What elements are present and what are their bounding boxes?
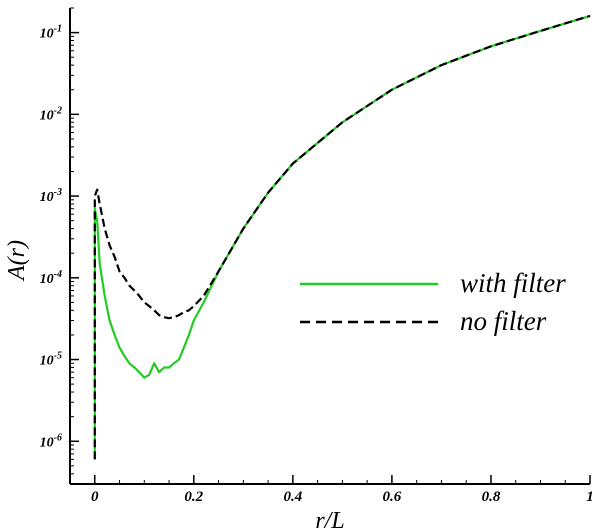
x-tick-label: 0.2 [184, 489, 203, 505]
legend: with filter no filter [300, 268, 566, 336]
x-axis-label: r/L [315, 508, 344, 532]
axes [69, 8, 590, 485]
y-tick-label: 10-1 [40, 24, 62, 42]
x-tick-label: 0 [91, 489, 99, 505]
legend-label: with filter [460, 268, 566, 298]
series-line-no-filter [93, 14, 591, 460]
y-tick-label: 10-6 [40, 432, 62, 450]
legend-label: no filter [460, 306, 547, 336]
x-tick-label: 0.8 [482, 489, 501, 505]
y-axis-label: A(r) [4, 240, 30, 282]
x-tick-label: 0.4 [283, 489, 302, 505]
x-tick-label: 0.6 [383, 489, 402, 505]
y-tick-label: 10-2 [40, 105, 62, 123]
plot-marks [93, 14, 591, 460]
y-tick-label: 10-3 [40, 187, 62, 205]
y-tick-label: 10-4 [40, 269, 62, 287]
series-line-with-filter [93, 14, 591, 460]
ticks: 0 0.2 0.4 0.6 0.8 1 10-6 10-5 10-4 10-3 10-2 10-1 [40, 7, 592, 505]
x-tick-label: 1 [586, 489, 592, 505]
y-tick-label: 10-5 [40, 351, 62, 369]
